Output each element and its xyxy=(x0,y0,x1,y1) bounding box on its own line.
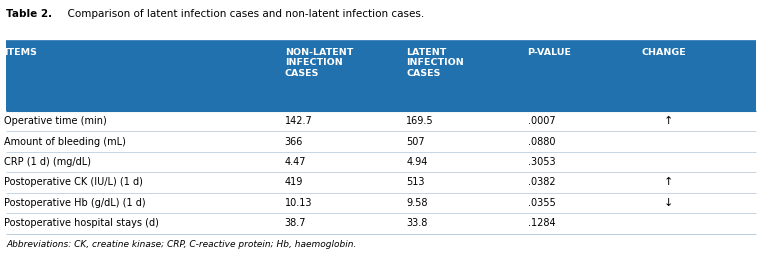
Text: Abbreviations: CK, creatine kinase; CRP, C-reactive protein; Hb, haemoglobin.: Abbreviations: CK, creatine kinase; CRP,… xyxy=(6,241,357,249)
Text: 507: 507 xyxy=(406,136,425,147)
Text: 4.47: 4.47 xyxy=(285,157,306,167)
Text: 419: 419 xyxy=(285,177,303,187)
Text: Postoperative Hb (g/dL) (1 d): Postoperative Hb (g/dL) (1 d) xyxy=(4,198,146,208)
Text: 142.7: 142.7 xyxy=(285,116,313,126)
Text: CHANGE: CHANGE xyxy=(641,48,686,56)
Text: 38.7: 38.7 xyxy=(285,218,306,228)
Text: Postoperative hospital stays (d): Postoperative hospital stays (d) xyxy=(4,218,159,228)
Text: .0355: .0355 xyxy=(528,198,556,208)
Text: Amount of bleeding (mL): Amount of bleeding (mL) xyxy=(4,136,126,147)
Text: 513: 513 xyxy=(406,177,424,187)
Text: ↑: ↑ xyxy=(664,116,673,126)
Text: ↑: ↑ xyxy=(664,177,673,187)
Text: Postoperative CK (IU/L) (1 d): Postoperative CK (IU/L) (1 d) xyxy=(4,177,143,187)
Text: ↓: ↓ xyxy=(664,198,673,208)
Text: .0007: .0007 xyxy=(528,116,555,126)
Text: LATENT
INFECTION
CASES: LATENT INFECTION CASES xyxy=(406,48,464,78)
Text: 9.58: 9.58 xyxy=(406,198,427,208)
Text: NON-LATENT
INFECTION
CASES: NON-LATENT INFECTION CASES xyxy=(285,48,353,78)
Text: Comparison of latent infection cases and non-latent infection cases.: Comparison of latent infection cases and… xyxy=(61,9,424,19)
Text: 4.94: 4.94 xyxy=(406,157,427,167)
Text: CRP (1 d) (mg/dL): CRP (1 d) (mg/dL) xyxy=(4,157,91,167)
Text: 169.5: 169.5 xyxy=(406,116,433,126)
Text: Table 2.: Table 2. xyxy=(6,9,52,19)
Text: ITEMS: ITEMS xyxy=(4,48,36,56)
Text: .0880: .0880 xyxy=(528,136,555,147)
Bar xyxy=(6,41,756,111)
Text: .1284: .1284 xyxy=(528,218,555,228)
Text: Operative time (min): Operative time (min) xyxy=(4,116,106,126)
Text: .3053: .3053 xyxy=(528,157,555,167)
Text: 33.8: 33.8 xyxy=(406,218,427,228)
Text: 10.13: 10.13 xyxy=(285,198,312,208)
Text: .0382: .0382 xyxy=(528,177,555,187)
Text: P-VALUE: P-VALUE xyxy=(528,48,572,56)
Text: 366: 366 xyxy=(285,136,303,147)
